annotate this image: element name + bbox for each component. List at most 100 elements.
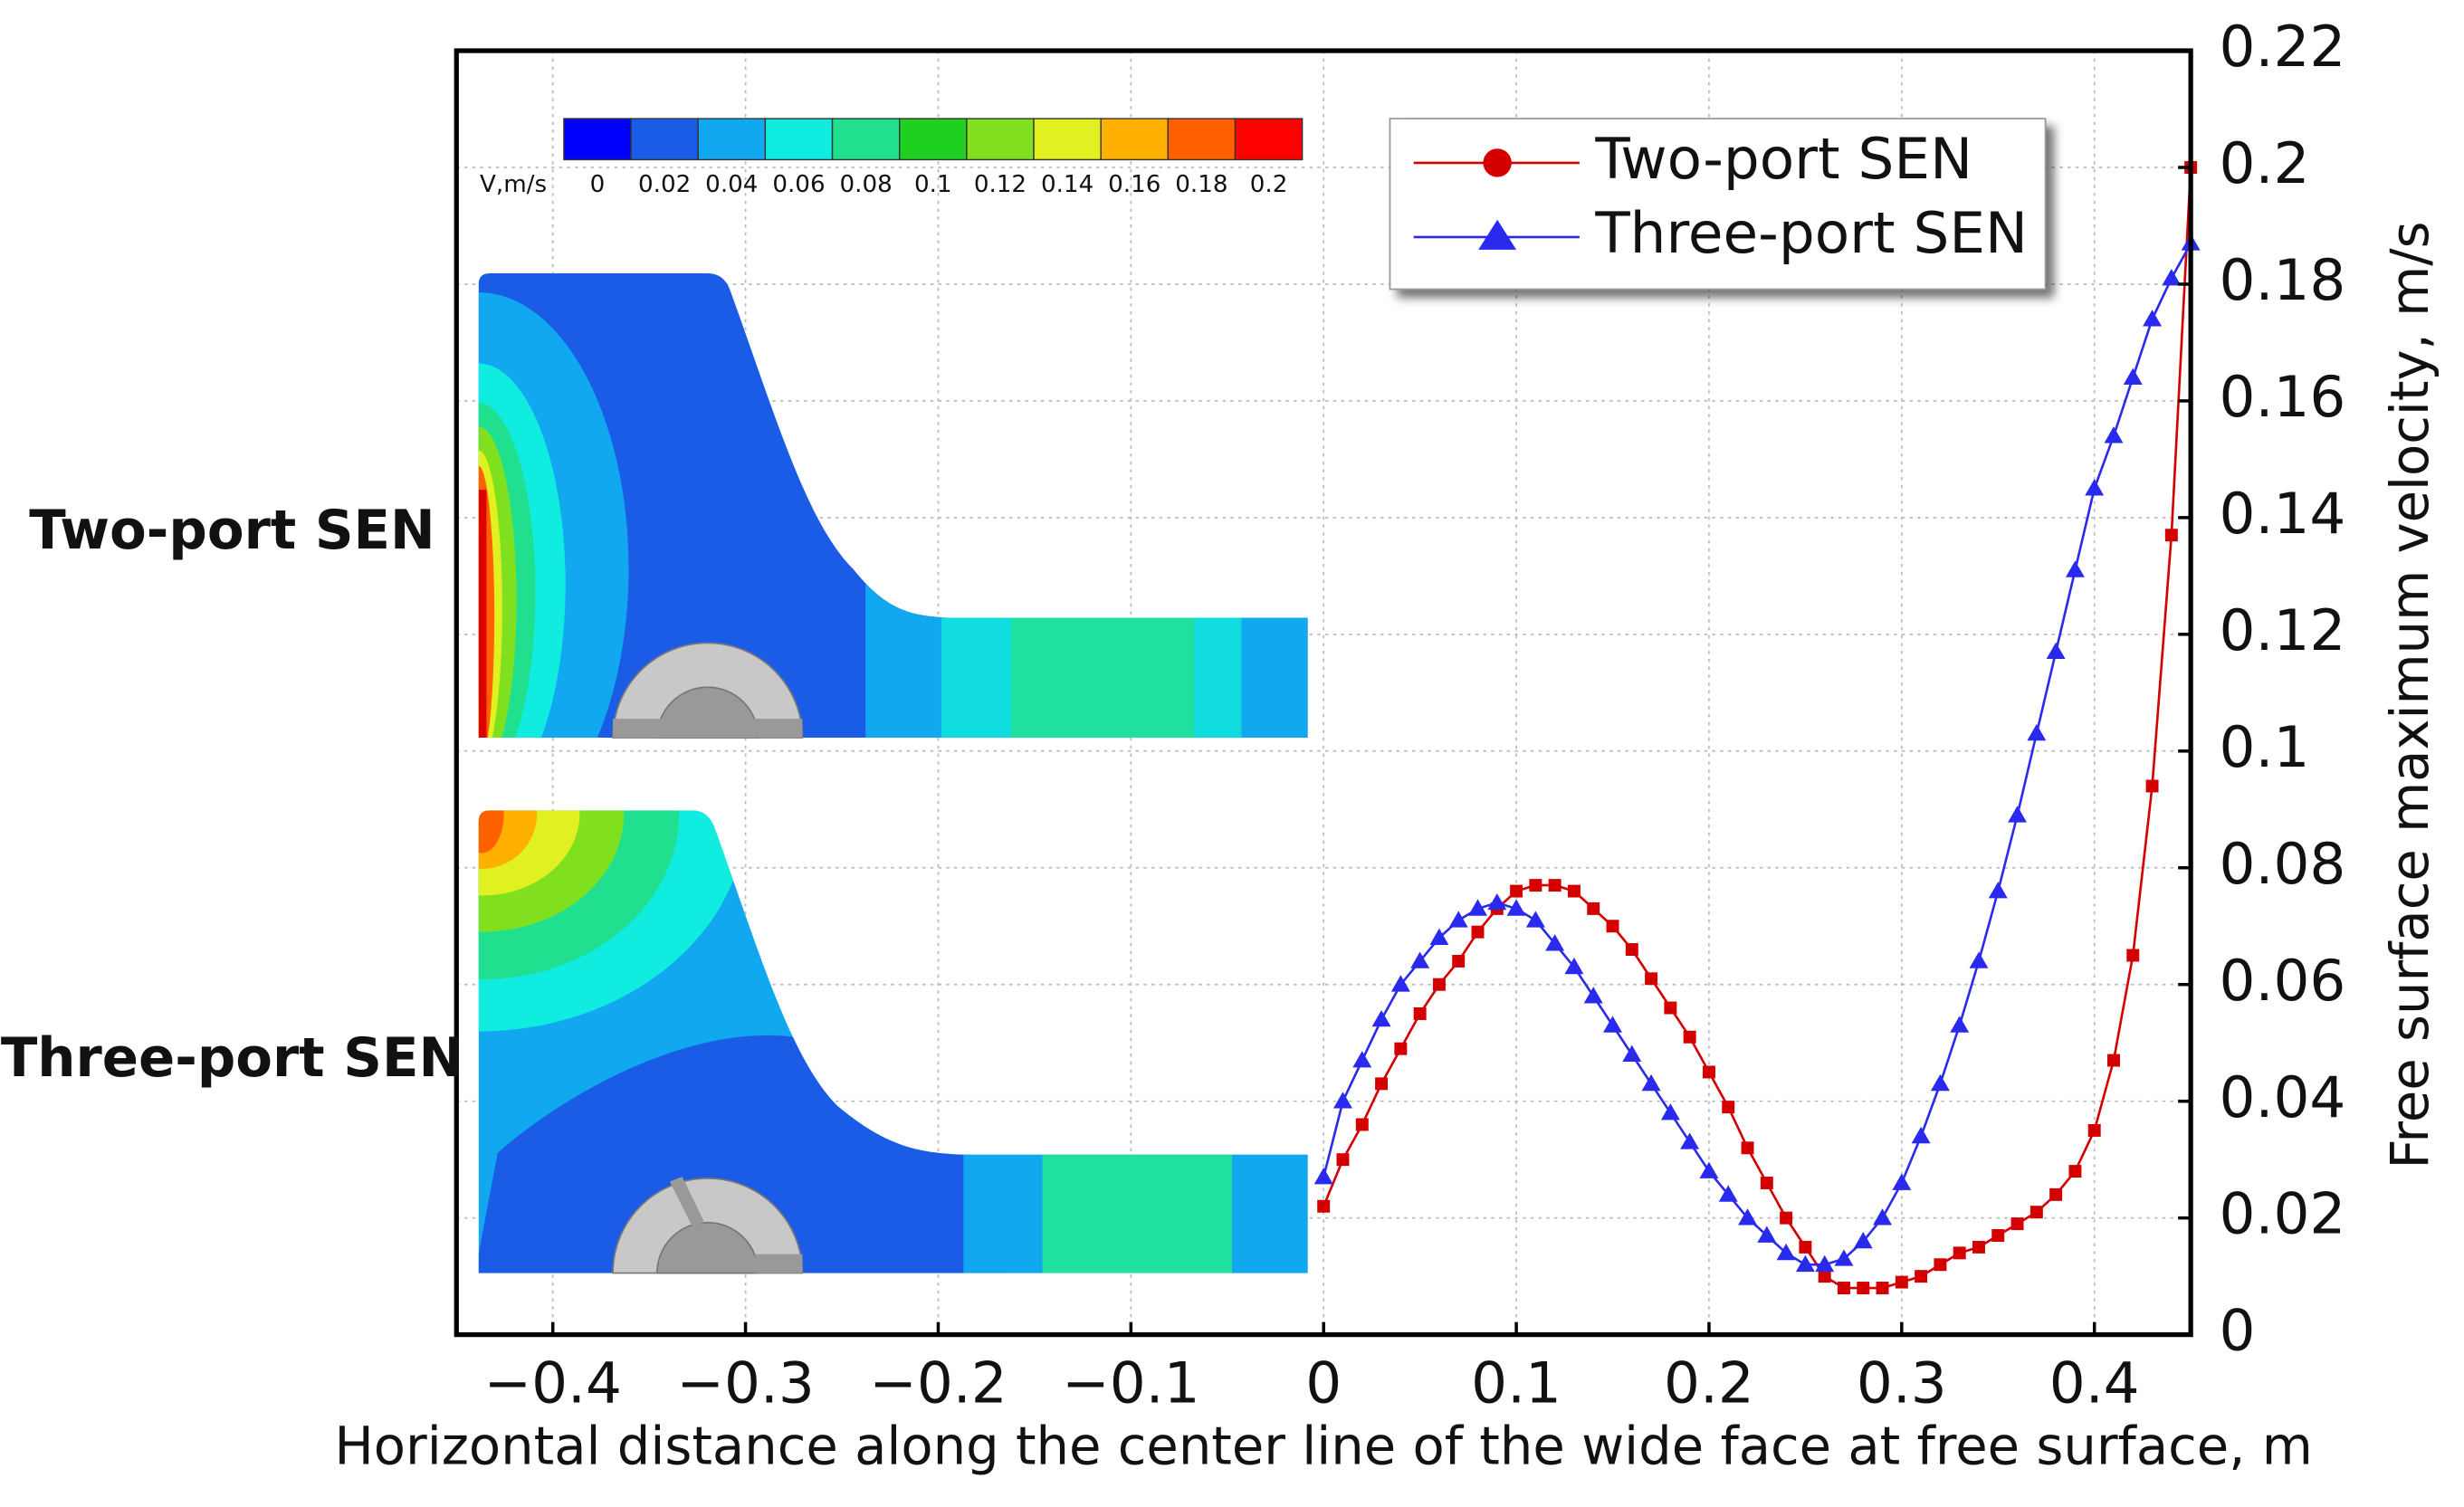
colorbar: V,m/s 0 0.02 0.04 0.06 0.08 0.1 0.12 0.14 0.16 0.1…	[480, 118, 1304, 198]
data-point	[2065, 560, 2085, 577]
data-point	[1529, 879, 1542, 892]
colorbar-tick-label: 0.02	[638, 171, 691, 198]
y-tick-label: 0.18	[2220, 247, 2346, 313]
data-point	[2027, 723, 2047, 741]
legend-marker	[1483, 148, 1512, 177]
data-point	[2143, 310, 2163, 327]
data-point	[1991, 1229, 2005, 1242]
data-point	[2145, 779, 2159, 793]
data-point	[1390, 975, 1410, 992]
colorbar-tick-label: 0.12	[974, 171, 1027, 198]
colorbar-tick-label: 0.08	[840, 171, 893, 198]
data-point	[1972, 1240, 1985, 1254]
data-point	[1313, 1168, 1333, 1185]
data-point	[1333, 1092, 1352, 1109]
data-point	[1799, 1240, 1812, 1254]
data-point	[1895, 1275, 1908, 1289]
colorbar-label: V,m/s	[480, 171, 547, 198]
colorbar-tick-label: 0.06	[772, 171, 825, 198]
data-point	[1583, 987, 1603, 1004]
colorbar-swatch	[764, 118, 834, 161]
data-point	[2010, 1217, 2024, 1231]
data-point	[2104, 426, 2124, 444]
data-point	[1448, 911, 1468, 928]
data-point	[1892, 1173, 1912, 1190]
data-point	[1680, 1132, 1700, 1149]
colorbar-swatch	[831, 118, 901, 161]
sen-nozzle	[612, 1177, 804, 1274]
data-point	[1795, 1254, 1815, 1273]
y-tick-label: 0.14	[2220, 481, 2346, 547]
colorbar-swatch	[966, 118, 1035, 161]
data-point	[1857, 1282, 1870, 1295]
data-point	[1564, 957, 1584, 975]
data-point	[1410, 951, 1430, 968]
x-tick-label: 0.1	[1471, 1350, 1561, 1416]
data-point	[2029, 1206, 2043, 1219]
data-point	[2068, 1165, 2082, 1178]
y-tick-label: 0.22	[2220, 14, 2346, 80]
data-point	[1873, 1208, 1893, 1226]
x-tick-label: 0.2	[1664, 1350, 1754, 1416]
data-point	[1911, 1126, 1931, 1144]
data-point	[2107, 1054, 2120, 1067]
data-point	[1757, 1226, 1777, 1243]
data-point	[1432, 978, 1446, 991]
colorbar-tick-label: 0.18	[1175, 171, 1227, 198]
y-tick-label: 0.12	[2220, 597, 2346, 663]
x-tick-label: 0.3	[1857, 1350, 1947, 1416]
data-point	[1317, 1199, 1331, 1213]
data-point	[1818, 1270, 1831, 1283]
plot	[1313, 161, 2201, 1295]
data-point	[1930, 1073, 1950, 1092]
data-point	[1510, 884, 1523, 898]
x-tick-label: 0	[1305, 1350, 1342, 1416]
data-point	[1683, 1030, 1696, 1044]
legend-marker	[1478, 219, 1517, 250]
data-point	[1587, 901, 1600, 915]
data-point	[1336, 1153, 1350, 1167]
data-point	[1776, 1243, 1796, 1261]
data-point	[2164, 529, 2178, 542]
data-point	[1969, 951, 1989, 968]
data-point	[1375, 1077, 1389, 1091]
y-axis-label: Free surface maximum velocity, m/s	[2380, 221, 2440, 1168]
data-point	[1988, 882, 2008, 899]
data-point	[1603, 1016, 1622, 1033]
legend: Two-port SEN Three-port SEN	[1389, 118, 2047, 291]
colorbar-tick-label: 0.2	[1250, 171, 1288, 198]
data-point	[1622, 1044, 1642, 1062]
data-point	[1718, 1185, 1738, 1202]
series-line	[1322, 243, 2192, 1266]
y-tick-label: 0.04	[2220, 1064, 2346, 1130]
data-point	[1355, 1118, 1369, 1131]
data-point	[1645, 972, 1658, 986]
data-point	[1815, 1254, 1835, 1273]
colorbar-tick-label: 0.16	[1108, 171, 1160, 198]
data-point	[1394, 1042, 1408, 1055]
data-point	[1934, 1258, 1947, 1272]
data-point	[2008, 806, 2028, 823]
data-point	[1853, 1231, 1873, 1249]
colorbar-swatch	[1234, 118, 1304, 161]
y-tick-label: 0	[2220, 1298, 2256, 1364]
panel-label: Three-port SEN	[1, 1026, 463, 1089]
data-point	[1664, 1001, 1677, 1015]
data-point	[1429, 928, 1449, 945]
data-point	[1915, 1270, 1928, 1283]
colorbar-swatch	[630, 118, 699, 161]
colorbar-swatch	[1033, 118, 1102, 161]
data-point	[1953, 1246, 1966, 1260]
sen-nozzle	[612, 642, 804, 739]
data-point	[1471, 925, 1485, 939]
colorbar-swatch	[697, 118, 767, 161]
y-tick-label: 0.08	[2220, 831, 2346, 897]
x-tick-label: −0.1	[1062, 1350, 1200, 1416]
y-tick-label: 0.02	[2220, 1181, 2346, 1247]
data-point	[1625, 943, 1638, 957]
data-point	[1525, 911, 1545, 928]
data-point	[2123, 367, 2143, 385]
data-point	[2049, 1187, 2063, 1201]
